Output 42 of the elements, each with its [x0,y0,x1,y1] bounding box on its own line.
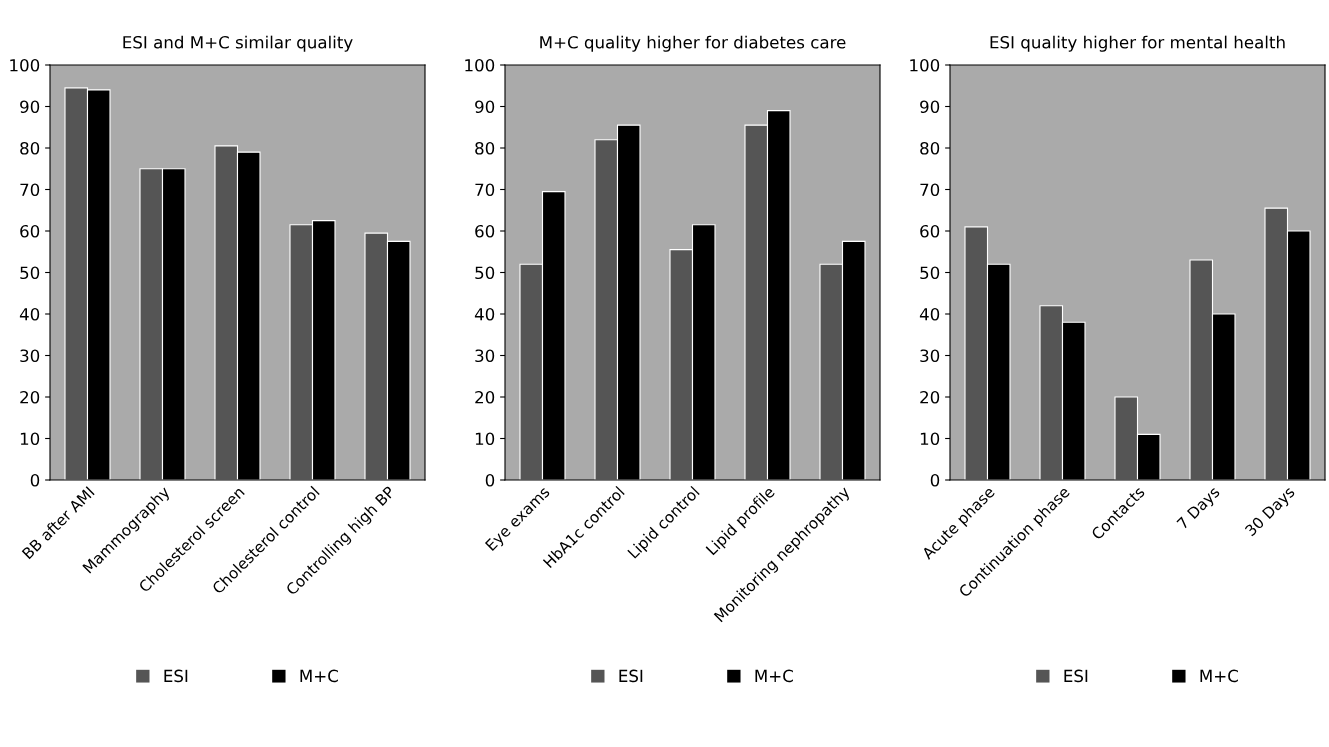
y-tick-label: 0 [485,473,495,487]
y-tick-label: 50 [20,266,40,280]
y-tick-label: 20 [475,390,495,404]
legend-label: M+C [755,669,793,683]
y-tick-label: 90 [20,100,40,114]
y-tick-label: 0 [30,473,40,487]
legend-label: M+C [300,669,338,683]
y-tick-label: 70 [475,183,495,197]
y-tick-label: 20 [20,390,40,404]
y-tick-label: 80 [20,141,40,155]
y-tick-label: 100 [465,58,495,72]
legend-label: ESI [1064,669,1088,683]
y-tick-label: 80 [475,141,495,155]
chart-title: M+C quality higher for diabetes care [540,35,846,52]
y-tick-label: 40 [474,307,495,321]
y-tick-label: 60 [920,224,940,238]
y-tick-label: 40 [919,307,940,321]
y-tick-label: 10 [920,432,940,446]
y-tick-label: 100 [910,58,940,72]
legend-label: ESI [164,669,188,683]
y-tick-label: 20 [920,390,940,404]
y-tick-label: 80 [920,141,940,155]
y-tick-label: 10 [20,432,40,446]
y-tick-label: 30 [475,349,495,363]
chart-title: ESI and M+C similar quality [123,35,353,52]
y-tick-label: 60 [20,224,40,238]
y-tick-label: 60 [475,224,495,238]
y-tick-label: 30 [920,349,940,363]
y-tick-label: 90 [920,100,940,114]
y-tick-label: 70 [20,183,40,197]
y-tick-label: 30 [20,349,40,363]
legend-label: M+C [1200,669,1238,683]
legend-label: ESI [619,669,643,683]
y-tick-label: 10 [475,432,495,446]
y-tick-label: 40 [19,307,40,321]
chart-title: ESI quality higher for mental health [990,35,1285,52]
y-tick-label: 70 [920,183,940,197]
y-tick-label: 50 [920,266,940,280]
y-tick-label: 0 [930,473,940,487]
y-tick-label: 90 [475,100,495,114]
y-tick-label: 100 [10,58,40,72]
y-tick-label: 50 [475,266,495,280]
